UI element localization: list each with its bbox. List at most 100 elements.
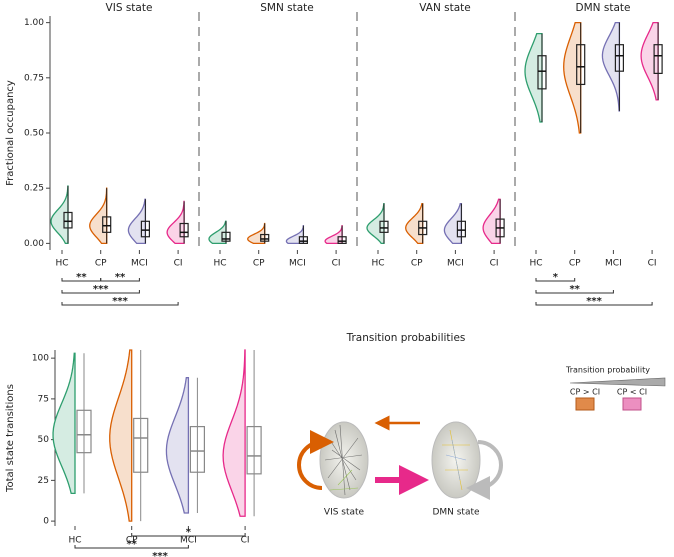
panel-title: VAN state (419, 2, 471, 14)
significance-label: *** (93, 284, 109, 295)
legend-item: CP > CI (570, 388, 600, 397)
legend-wedge (569, 377, 666, 387)
x-tick-label: CP (126, 536, 138, 546)
significance-label: ** (126, 539, 137, 550)
box (379, 220, 389, 233)
y-tick-label: 0.00 (24, 239, 44, 249)
violin (640, 21, 659, 101)
significance-label: ** (115, 272, 126, 283)
violin (563, 21, 582, 134)
transition-diagram: Transition probabilities Transition prob… (297, 332, 666, 518)
violin (89, 187, 108, 245)
y-tick-label: 0.75 (24, 73, 44, 83)
box (246, 425, 262, 475)
significance-bracket (131, 533, 246, 537)
x-tick-label: CP (253, 259, 265, 269)
self-arrow (297, 430, 334, 490)
y-tick-label: 0.50 (24, 129, 44, 139)
violin (247, 222, 266, 245)
y-tick-label: 0 (43, 517, 49, 527)
panel-title: SMN state (260, 2, 314, 14)
significance-label: * (553, 272, 559, 283)
panel-title: DMN state (576, 2, 631, 14)
diagram-title: Transition probabilities (346, 332, 466, 344)
significance-bracket (74, 545, 189, 549)
legend-item: CP < CI (617, 388, 647, 397)
box (221, 231, 231, 242)
violin (50, 185, 69, 245)
violin (443, 202, 463, 245)
significance-bracket (535, 290, 614, 294)
legend-title: Transition probability (565, 366, 650, 375)
x-tick-label: CI (332, 259, 341, 269)
y-tick-label: 50 (38, 435, 50, 445)
y-tick-label: 1.00 (24, 18, 44, 28)
y-axis-label: Fractional occupancy (5, 80, 16, 186)
x-tick-label: MCI (605, 259, 622, 269)
x-tick-label: MCI (180, 536, 197, 546)
violin (109, 349, 133, 522)
node-label: DMN state (432, 508, 480, 518)
x-tick-label: CP (95, 259, 107, 269)
significance-label: *** (112, 296, 128, 307)
panel-title: VIS state (106, 2, 153, 14)
violin (366, 202, 385, 245)
significance-label: * (186, 527, 192, 538)
legend-swatch (622, 397, 642, 411)
box (456, 220, 466, 238)
x-tick-label: HC (55, 259, 68, 269)
violin (52, 352, 76, 495)
x-tick-label: MCI (447, 259, 464, 269)
x-tick-label: HC (68, 536, 81, 546)
node-label: VIS state (324, 508, 365, 518)
connections (324, 424, 470, 496)
significance-label: *** (152, 551, 168, 557)
y-tick-label: 0.25 (24, 184, 44, 194)
violin (405, 202, 424, 245)
box (179, 222, 189, 238)
x-tick-label: CP (569, 259, 581, 269)
box (337, 236, 347, 244)
x-tick-label: HC (529, 259, 542, 269)
significance-label: ** (76, 272, 87, 283)
self-arrow (466, 440, 503, 500)
box (260, 233, 270, 242)
box (133, 417, 149, 473)
x-tick-label: CI (174, 259, 183, 269)
box (63, 211, 73, 229)
x-tick-label: HC (371, 259, 384, 269)
significance-bracket (535, 302, 653, 306)
legend-swatch (575, 397, 595, 411)
y-tick-label: 75 (38, 394, 49, 404)
x-tick-label: CI (241, 536, 250, 546)
box (140, 220, 150, 238)
x-tick-label: MCI (289, 259, 306, 269)
x-tick-label: CI (490, 259, 499, 269)
y-tick-label: 25 (38, 476, 49, 486)
box (614, 44, 625, 72)
significance-label: *** (586, 296, 602, 307)
y-axis-label: Total state transitions (5, 384, 16, 493)
significance-bracket (100, 278, 140, 282)
violin (524, 33, 543, 123)
box (298, 236, 308, 244)
y-tick-label: 100 (32, 354, 49, 364)
box (653, 44, 663, 74)
x-tick-label: CI (648, 259, 657, 269)
significance-bracket (61, 290, 140, 294)
significance-bracket (61, 302, 179, 306)
box (102, 216, 112, 233)
violin (165, 377, 190, 514)
significance-label: ** (569, 284, 580, 295)
box (537, 55, 547, 90)
x-tick-label: MCI (131, 259, 148, 269)
box (189, 425, 205, 473)
significance-bracket (535, 278, 576, 282)
violin (222, 349, 246, 517)
x-tick-label: HC (213, 259, 226, 269)
box (576, 44, 586, 86)
violin (601, 21, 621, 112)
box (76, 409, 92, 454)
x-tick-label: CP (411, 259, 423, 269)
